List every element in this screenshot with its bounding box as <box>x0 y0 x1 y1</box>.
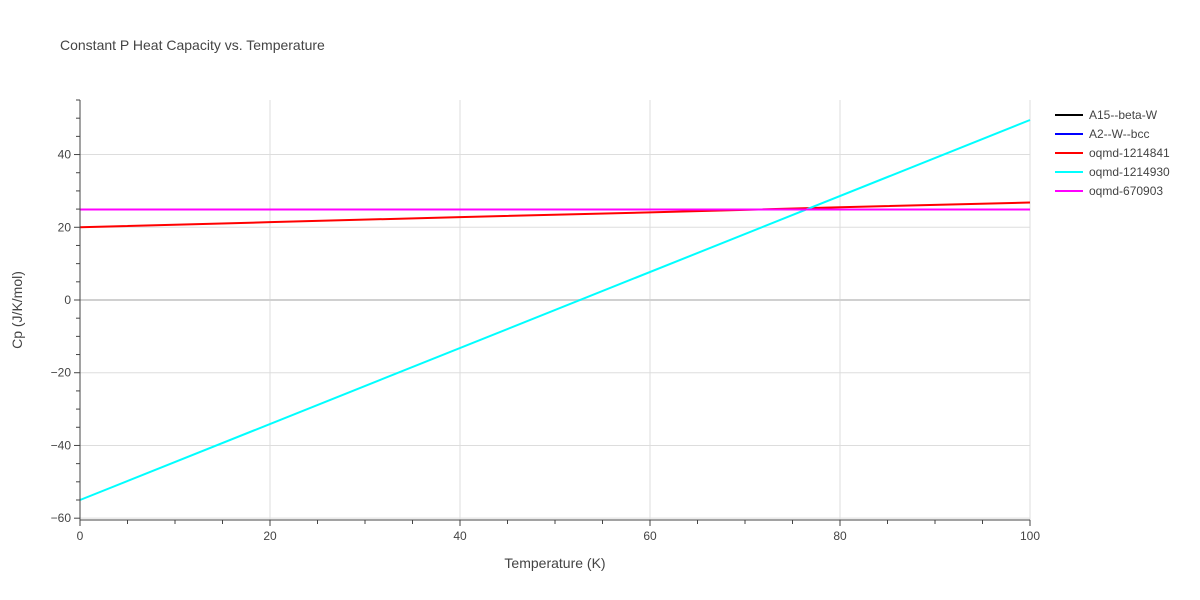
tick-labels: 0 20 40 60 80 100 −60 −40 −20 0 20 40 <box>51 148 1041 543</box>
y-tick-label: −60 <box>51 511 72 525</box>
chart-title: Constant P Heat Capacity vs. Temperature <box>60 37 325 53</box>
axes <box>74 99 1031 526</box>
legend-label: A15--beta-W <box>1089 108 1158 122</box>
x-tick-label: 100 <box>1020 529 1040 543</box>
y-tick-label: −40 <box>51 438 72 452</box>
series-line-oqmd-1214841 <box>79 201 1031 229</box>
grid <box>80 100 1031 520</box>
legend-label: oqmd-670903 <box>1089 184 1163 198</box>
legend-label: oqmd-1214841 <box>1089 146 1170 160</box>
legend: A15--beta-W A2--W--bcc oqmd-1214841 oqmd-12… <box>1055 108 1170 198</box>
legend-label: A2--W--bcc <box>1089 127 1149 141</box>
x-tick-label: 60 <box>643 529 657 543</box>
y-axis-title: Cp (J/K/mol) <box>9 271 25 349</box>
series-lines <box>79 119 1031 501</box>
x-tick-label: 40 <box>453 529 467 543</box>
legend-label: oqmd-1214930 <box>1089 165 1170 179</box>
x-axis-title: Temperature (K) <box>504 555 605 571</box>
y-tick-label: 40 <box>58 148 72 162</box>
x-tick-label: 20 <box>263 529 277 543</box>
y-tick-label: 0 <box>64 293 71 307</box>
x-tick-label: 0 <box>77 529 84 543</box>
series-line-oqmd-1214930 <box>79 119 1031 501</box>
y-tick-label: 20 <box>58 220 72 234</box>
x-tick-label: 80 <box>833 529 847 543</box>
y-tick-label: −20 <box>51 366 72 380</box>
